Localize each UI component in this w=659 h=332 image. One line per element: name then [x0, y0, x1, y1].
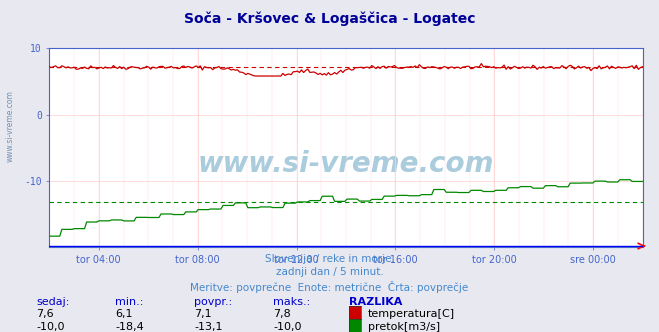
Text: min.:: min.: — [115, 297, 144, 307]
Text: -10,0: -10,0 — [273, 322, 302, 332]
Text: Meritve: povprečne  Enote: metrične  Črta: povprečje: Meritve: povprečne Enote: metrične Črta:… — [190, 281, 469, 292]
Text: Soča - Kršovec & Logaščica - Logatec: Soča - Kršovec & Logaščica - Logatec — [184, 12, 475, 26]
Text: Slovenija / reke in morje.: Slovenija / reke in morje. — [264, 254, 395, 264]
Text: sedaj:: sedaj: — [36, 297, 70, 307]
Text: 7,1: 7,1 — [194, 309, 212, 319]
Text: 6,1: 6,1 — [115, 309, 133, 319]
Text: -10,0: -10,0 — [36, 322, 65, 332]
Text: temperatura[C]: temperatura[C] — [368, 309, 455, 319]
Text: povpr.:: povpr.: — [194, 297, 233, 307]
Text: www.si-vreme.com: www.si-vreme.com — [198, 150, 494, 178]
Text: www.si-vreme.com: www.si-vreme.com — [5, 90, 14, 162]
Text: RAZLIKA: RAZLIKA — [349, 297, 403, 307]
Text: zadnji dan / 5 minut.: zadnji dan / 5 minut. — [275, 267, 384, 277]
Text: -18,4: -18,4 — [115, 322, 144, 332]
Text: -13,1: -13,1 — [194, 322, 223, 332]
Text: maks.:: maks.: — [273, 297, 311, 307]
Text: pretok[m3/s]: pretok[m3/s] — [368, 322, 440, 332]
Text: 7,8: 7,8 — [273, 309, 291, 319]
Text: 7,6: 7,6 — [36, 309, 54, 319]
